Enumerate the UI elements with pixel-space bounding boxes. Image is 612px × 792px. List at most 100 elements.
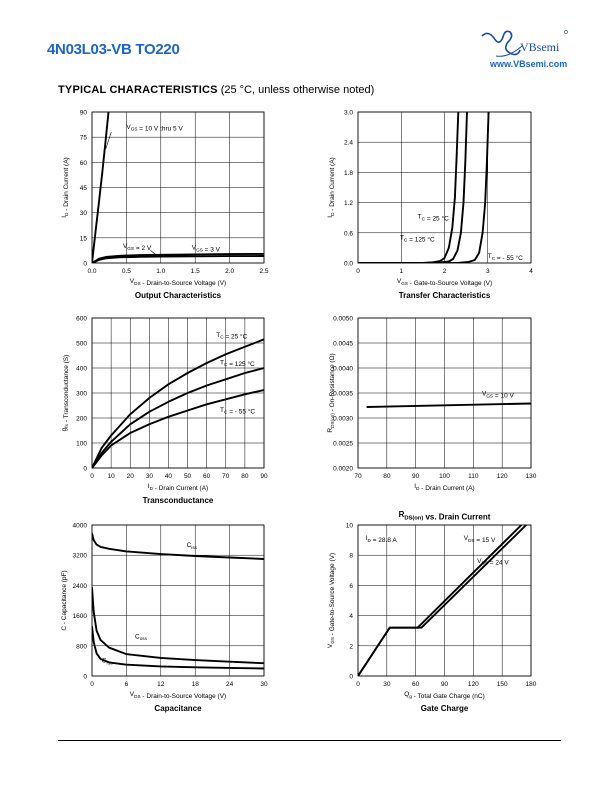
x-tick-label: 30 [383,681,391,688]
x-tick-label: 10 [107,473,115,480]
footer-divider [58,740,561,741]
x-tick-label: 0.5 [122,268,131,275]
y-tick-label: 0 [83,261,87,268]
series-line-2 [92,626,264,670]
y-tick-label: 0 [349,674,353,681]
y-tick-label: 600 [76,316,87,323]
x-tick-label: 50 [184,473,192,480]
y-axis-label: VGS - Gate-to-Source Voltage (V) [327,553,336,648]
x-tick-label: 110 [468,473,479,480]
x-tick-label: 18 [192,681,200,688]
y-tick-label: 400 [76,366,87,373]
y-tick-label: 0 [83,674,87,681]
series-line-2 [92,389,264,468]
annotation-label: VDS = 24 V [477,558,509,567]
y-tick-label: 8 [349,553,353,560]
y-axis-label: RDS(on) - On-Resistance (Ω) [327,353,336,432]
annotation-label: VGS = 10 V [482,391,515,400]
y-tick-label: 60 [80,160,88,167]
x-tick-label: 1.5 [191,268,200,275]
y-tick-label: 10 [346,523,354,530]
y-tick-label: 0.0050 [333,316,353,323]
x-tick-label: 30 [146,473,154,480]
annotation-label: TC = - 55 °C [488,253,523,262]
x-tick-label: 0 [90,473,94,480]
annotation-label: TC = 125 °C [220,359,255,368]
y-tick-label: 0.0025 [333,441,353,448]
x-tick-label: 120 [468,681,479,688]
y-tick-label: 3200 [73,553,88,560]
section-heading: TYPICAL CHARACTERISTICS (25 °C, unless o… [58,84,374,96]
x-tick-label: 4 [529,268,533,275]
transconductance-chart: 0 10 20 30 40 50 60 70 80 90 0 100 200 300 400 500 600 TC… [61,316,268,506]
annotation-label: VGS = 2 V [123,243,152,252]
y-axis-label: ID - Drain Current (A) [61,157,70,217]
series-line-1 [92,587,264,665]
x-tick-label: 0 [356,681,360,688]
x-tick-label: 40 [165,473,173,480]
series-line-1 [92,255,264,263]
rdson-chart: 70 80 90 100 110 120 130 0.0020 0.0025 0.0030 0.00… [327,316,537,522]
x-tick-label: 90 [412,473,420,480]
y-tick-label: 0.0020 [333,466,353,473]
chart-title: Gate Charge [421,704,469,713]
chart-title: RDS(on) vs. Drain Current [399,510,491,521]
x-tick-label: 60 [203,473,211,480]
series-line-0 [92,533,264,560]
y-tick-label: 200 [76,416,87,423]
x-tick-label: 90 [260,473,268,480]
x-tick-label: 24 [226,681,234,688]
x-axis-label: VDS - Drain-to-Source Voltage (V) [130,691,226,700]
x-tick-label: 3 [486,268,490,275]
x-tick-label: 2.5 [259,268,268,275]
y-tick-label: 1.2 [344,200,353,207]
x-tick-label: 0 [90,681,94,688]
x-tick-label: 80 [241,473,249,480]
y-tick-label: 4 [349,613,353,620]
y-tick-label: 0.0035 [333,391,353,398]
pointer-arrow [105,132,112,150]
annotation-label: TC = 25 °C [418,214,449,223]
y-tick-label: 0.0030 [333,416,353,423]
x-tick-label: 100 [439,473,450,480]
y-tick-label: 45 [80,185,88,192]
x-tick-label: 1 [399,268,403,275]
series-line-1 [92,367,264,468]
annotation-label: Ciss [187,542,198,550]
y-tick-label: 800 [76,643,87,650]
annotation-label: Coss [135,633,148,641]
annotation-label: TC = 25 °C [216,332,247,341]
vbsemi-logo-icon [481,30,568,57]
plot-frame [91,111,265,264]
y-axis-label: C - Capacitance (pF) [61,570,68,630]
y-tick-label: 2400 [73,583,88,590]
website-link[interactable]: www.VBsemi.com [490,59,568,69]
chart-title: Output Characteristics [135,291,222,300]
y-tick-label: 2 [349,643,353,650]
x-tick-label: 180 [526,681,537,688]
x-axis-label: VDS - Drain-to-Source Voltage (V) [130,278,226,287]
x-tick-label: 70 [222,473,230,480]
y-tick-label: 1.8 [344,170,353,177]
x-axis-label: Qg - Total Gate Charge (nC) [404,691,485,700]
annotation-label: ID = 28.8 A [366,535,398,544]
x-tick-label: 120 [497,473,508,480]
output-chart: 0.0 0.5 1.0 1.5 2.0 2.5 0 15 30 45 60 75 90 VGS = 10 … [61,110,269,301]
x-tick-label: 130 [526,473,537,480]
y-tick-label: 0.0040 [333,366,353,373]
y-tick-label: 300 [76,391,87,398]
transfer-chart: 0 1 2 3 4 0.0 0.6 1.2 1.8 2.4 3.0 TC = 25 °C TC = 12… [327,110,533,301]
x-tick-label: 1.0 [156,268,165,275]
x-tick-label: 20 [127,473,135,480]
brand-name: VBsemi [520,40,560,54]
y-tick-label: 6 [349,583,353,590]
capacitance-chart: 0 6 12 18 24 30 0 800 1600 2400 3200 4000 Ciss Coss Cr… [61,523,268,714]
y-tick-label: 30 [80,210,88,217]
y-tick-label: 75 [80,135,88,142]
series-line-0 [358,525,523,676]
x-tick-label: 6 [125,681,129,688]
x-tick-label: 0.0 [87,268,96,275]
x-tick-label: 150 [497,681,508,688]
series-line-0 [92,112,110,263]
